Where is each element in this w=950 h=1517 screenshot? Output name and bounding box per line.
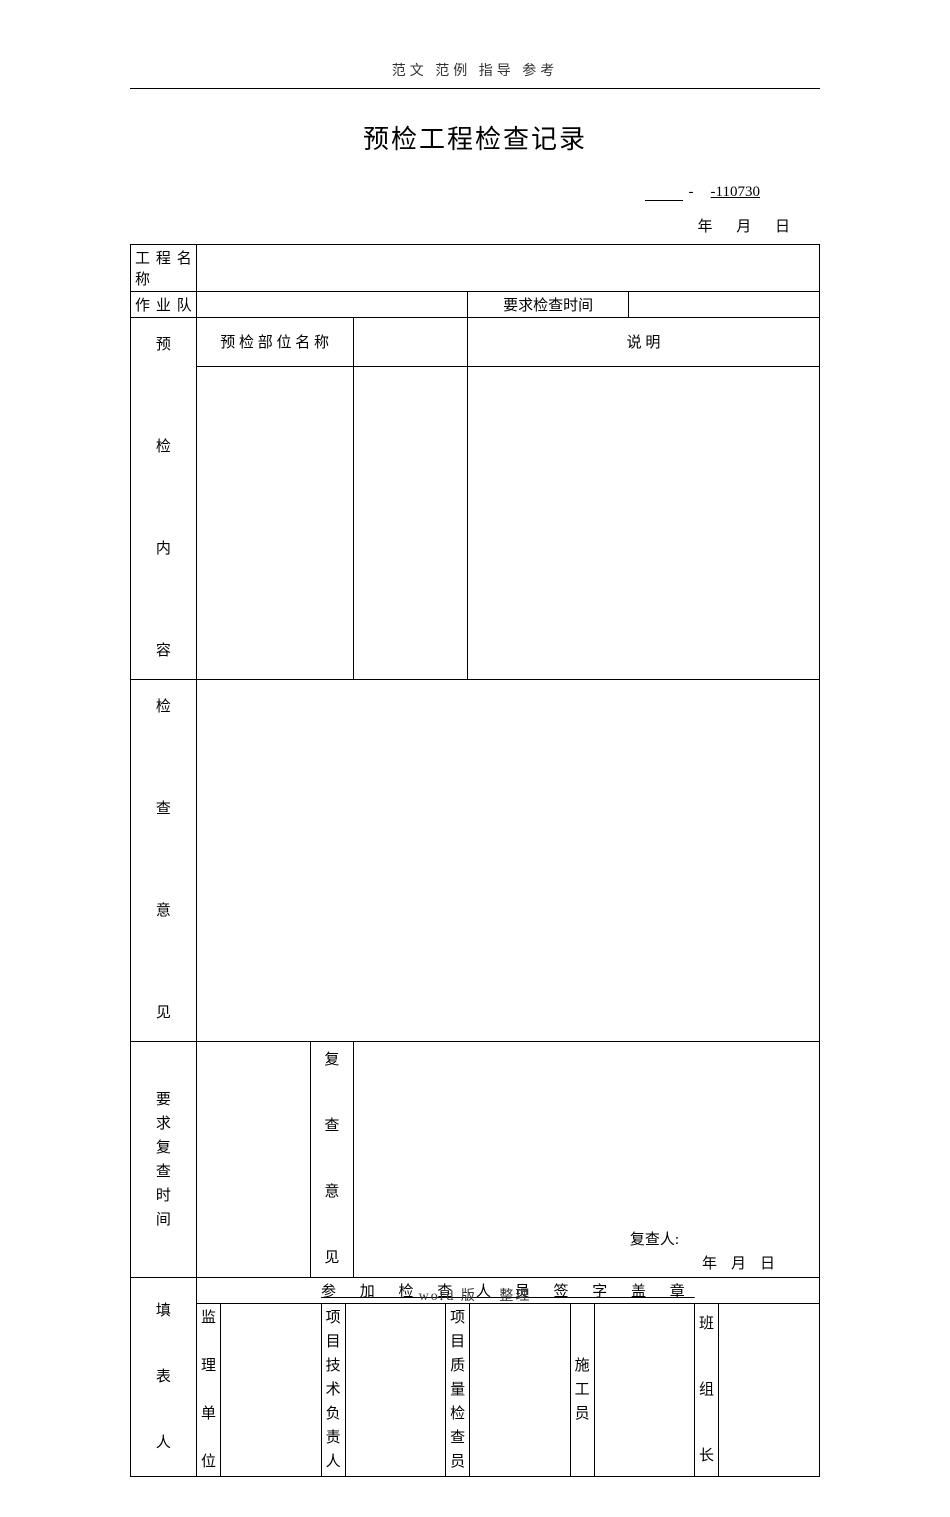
header-note: 范文 范例 指导 参考 — [130, 60, 820, 88]
cell-supervisor-unit — [221, 1304, 321, 1476]
date-year-label: 年 — [697, 219, 722, 235]
label-team: 作 业 队 — [131, 292, 197, 318]
cell-explanation — [468, 366, 820, 679]
date-day-label: 日 — [775, 219, 800, 235]
docnum-blank2 — [699, 184, 707, 200]
cell-team-leader — [719, 1304, 819, 1476]
header-rule — [130, 88, 820, 89]
label-team-leader: 班 组 长 — [695, 1304, 719, 1476]
cell-precheck-part-name — [353, 318, 467, 367]
label-filler: 填 表 人 — [131, 1278, 197, 1477]
docnum-row: - -110730 — [130, 184, 820, 201]
cell-constructor — [594, 1304, 694, 1476]
cell-precheck-content-left — [196, 366, 353, 679]
docnum-suffix: -110730 — [711, 184, 760, 200]
label-recheck-opinion: 复 查 意 见 — [311, 1042, 353, 1278]
cell-required-check-time — [629, 292, 820, 318]
recheck-date: 年月日 — [569, 1252, 789, 1273]
label-check-opinion: 检 查 意 见 — [131, 680, 197, 1042]
label-explanation: 说 明 — [468, 318, 820, 367]
label-constructor: 施 工 员 — [570, 1304, 594, 1476]
docnum-blank — [645, 185, 683, 201]
label-required-check-time: 要求检查时间 — [468, 292, 629, 318]
cell-require-recheck-time — [196, 1042, 310, 1278]
label-supervisor-unit: 监 理 单 位 — [197, 1304, 221, 1476]
label-quality-inspector: 项 目 质 量 检 查 员 — [446, 1304, 470, 1476]
label-precheck-content: 预 检 内 容 — [131, 318, 197, 680]
footer-right: 整理 — [499, 1289, 531, 1304]
cell-precheck-content-mid — [353, 366, 467, 679]
date-row: 年 月 日 — [130, 215, 820, 236]
cell-tech-lead — [345, 1304, 445, 1476]
signoff-grid: 监 理 单 位 项 目 技 术 负 责 人 项 目 质 量 检 查 员 施 工 … — [197, 1304, 819, 1476]
cell-quality-inspector — [470, 1304, 570, 1476]
date-month-label: 月 — [736, 219, 761, 235]
label-tech-lead: 项 目 技 术 负 责 人 — [321, 1304, 345, 1476]
page-title: 预检工程检查记录 — [130, 119, 820, 156]
cell-project-name — [196, 245, 819, 292]
cell-team — [196, 292, 467, 318]
page-footer: word 版 整理 — [0, 1285, 950, 1305]
label-precheck-part-name: 预 检 部 位 名 称 — [196, 318, 353, 367]
label-project-name: 工程名称 — [131, 245, 197, 292]
docnum-dash: - — [687, 184, 696, 200]
rechecker-label: 复查人: — [630, 1228, 679, 1249]
cell-recheck-opinion: 复查人: 年月日 — [353, 1042, 819, 1278]
label-require-recheck-time: 要 求 复 查 时 间 — [131, 1042, 197, 1278]
footer-left: word 版 — [419, 1289, 477, 1304]
cell-check-opinion — [196, 680, 819, 1042]
